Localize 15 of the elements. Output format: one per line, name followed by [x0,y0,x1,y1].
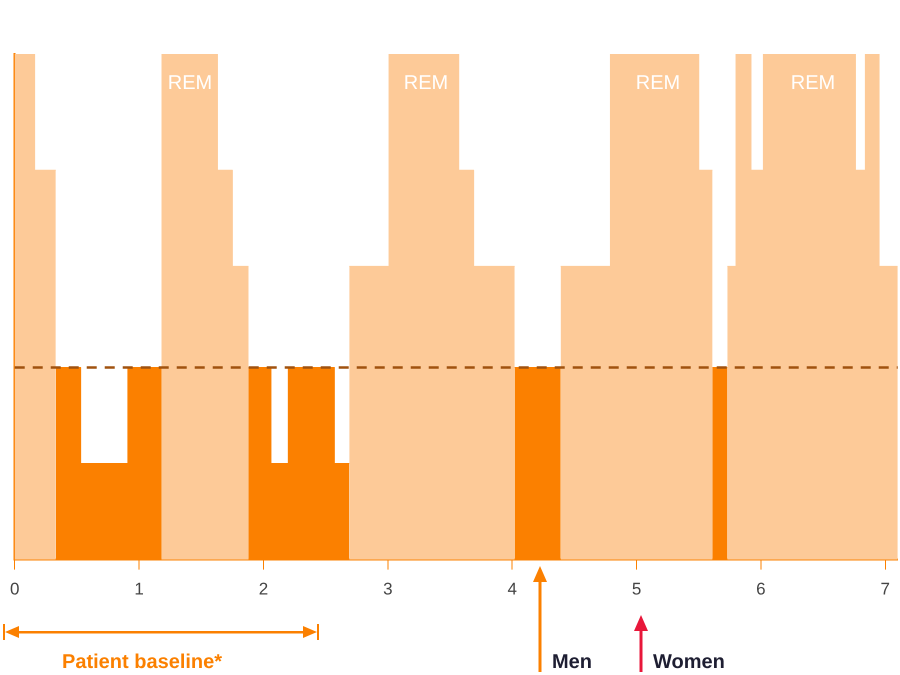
annotation: REM [402,71,450,95]
text: Women [653,650,725,674]
annotation: REM [166,71,214,95]
text: Patient baseline* [62,650,222,674]
x-tick-label: 7 [880,579,890,598]
x-tick-label: 5 [632,579,642,598]
x-tick-label: 0 [10,579,20,598]
x-tick-label: 4 [507,579,517,598]
text: Men [552,650,592,674]
x-tick-label: 6 [756,579,766,598]
annotation: REM [790,71,836,95]
x-tick-label: 1 [134,579,144,598]
annotation: REM [634,71,682,95]
x-tick-label: 2 [258,579,268,598]
x-tick-label: 3 [383,579,393,598]
